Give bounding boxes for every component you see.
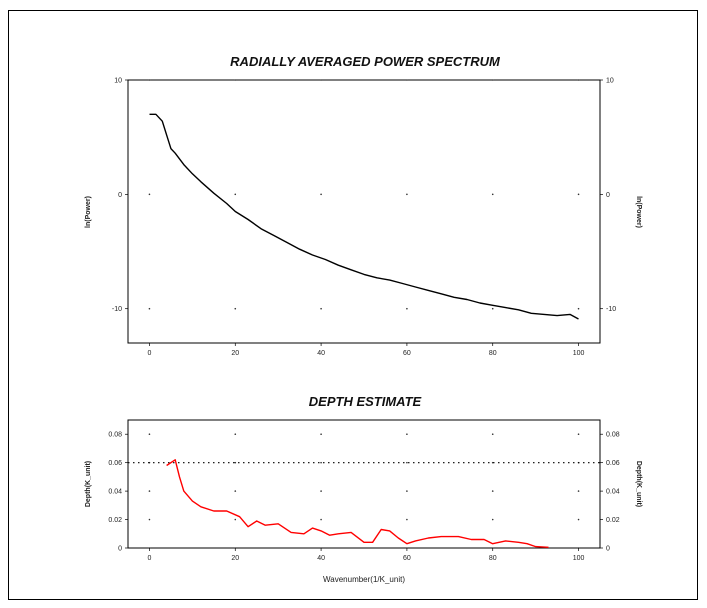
power-spectrum-grid-dot <box>320 193 322 196</box>
power-spectrum-grid-dot <box>320 307 322 310</box>
depth-estimate-grid-dot <box>320 433 322 436</box>
depth-estimate-grid-dot <box>320 490 322 492</box>
depth-estimate-grid-dot <box>577 433 580 436</box>
depth-estimate-grid-dot <box>148 433 151 436</box>
power-spectrum-xtick-label: 60 <box>403 350 411 357</box>
depth-estimate-ytick-label-right: 0.06 <box>606 460 620 467</box>
depth-estimate-xtick-label: 20 <box>231 555 239 562</box>
power-spectrum-grid-dot <box>406 193 408 196</box>
depth-estimate-ytick-label: 0.04 <box>108 489 122 496</box>
depth-estimate-grid-dot <box>234 433 237 436</box>
power-spectrum-series-line <box>149 113 579 320</box>
power-spectrum-grid-dot <box>491 193 494 196</box>
depth-estimate-grid-dot <box>234 518 237 521</box>
power-spectrum-plot-area <box>127 79 601 344</box>
depth-estimate-xtick-label: 40 <box>317 555 325 562</box>
depth-estimate-grid-dot <box>491 518 494 521</box>
depth-estimate-xlabel: Wavenumber(1/K_unit) <box>323 575 405 584</box>
depth-estimate-ytick-label: 0.06 <box>108 460 122 467</box>
depth-estimate-ytick-label: 0.02 <box>108 517 122 524</box>
depth-estimate-grid-dot <box>320 461 322 464</box>
depth-estimate-grid-dot <box>406 490 408 492</box>
power-spectrum-grid-dot <box>577 79 580 81</box>
depth-estimate-grid-dot <box>148 490 151 492</box>
depth-estimate-plot-area <box>127 419 601 549</box>
power-spectrum-xtick-label: 0 <box>148 350 152 357</box>
depth-estimate-grid-dot <box>148 518 151 521</box>
power-spectrum-ytick-label-right: 0 <box>606 192 610 199</box>
power-spectrum-ylabel: ln(Power) <box>85 196 92 228</box>
depth-estimate-xtick-label: 100 <box>573 555 585 562</box>
power-spectrum-ytick-label-right: 10 <box>606 78 614 85</box>
power-spectrum-ytick-label: 10 <box>114 78 122 85</box>
depth-estimate-ytick-label: 0 <box>118 546 122 553</box>
depth-estimate-grid <box>148 433 580 549</box>
power-spectrum-panel: RADIALLY AVERAGED POWER SPECTRUM 0 20 40 60… <box>85 54 642 357</box>
depth-estimate-grid-dot <box>577 518 580 521</box>
depth-estimate-ytick-label-right: 0.08 <box>606 432 620 439</box>
depth-estimate-series <box>166 459 549 548</box>
power-spectrum-xtick-label: 20 <box>231 350 239 357</box>
power-spectrum-grid-dot <box>491 79 494 81</box>
depth-estimate-ylabel: Depth(K_unit) <box>85 461 92 507</box>
power-spectrum-ytick-label-right: -10 <box>606 306 616 313</box>
depth-estimate-grid-dot <box>491 490 494 492</box>
power-spectrum-series <box>149 113 579 320</box>
power-spectrum-grid-dot <box>234 307 237 310</box>
depth-estimate-ticks: 0 20 40 60 80 100 0.08 0.08 0.06 0.06 0.04 0.04 0.02… <box>108 432 619 562</box>
depth-estimate-grid-dot <box>234 490 237 492</box>
power-spectrum-ylabel-right: ln(Power) <box>635 196 642 228</box>
power-spectrum-grid-dot <box>148 79 151 81</box>
power-spectrum-xtick-label: 40 <box>317 350 325 357</box>
power-spectrum-grid-dot <box>148 307 151 310</box>
power-spectrum-grid-dot <box>320 79 322 81</box>
power-spectrum-xtick-label: 100 <box>573 350 585 357</box>
depth-estimate-ytick-label-right: 0.04 <box>606 489 620 496</box>
power-spectrum-grid-dot <box>406 79 408 81</box>
depth-estimate-xtick-label: 80 <box>489 555 497 562</box>
depth-estimate-grid-dot <box>577 490 580 492</box>
power-spectrum-ytick-label: 0 <box>118 192 122 199</box>
depth-estimate-xtick-label: 0 <box>148 555 152 562</box>
power-spectrum-grid-dot <box>234 193 237 196</box>
power-spectrum-xtick-label: 80 <box>489 350 497 357</box>
power-spectrum-title: RADIALLY AVERAGED POWER SPECTRUM <box>230 54 501 69</box>
depth-estimate-grid-dot <box>491 433 494 436</box>
power-spectrum-grid <box>148 79 580 310</box>
depth-estimate-title: DEPTH ESTIMATE <box>309 394 422 409</box>
power-spectrum-grid-dot <box>148 193 151 196</box>
power-spectrum-grid-dot <box>234 79 237 81</box>
power-spectrum-ytick-label: -10 <box>112 306 122 313</box>
depth-estimate-grid-dot <box>406 461 408 464</box>
depth-estimate-grid-dot <box>406 518 408 521</box>
power-spectrum-grid-dot <box>577 193 580 196</box>
chart-frame <box>8 10 698 600</box>
depth-estimate-ytick-label-right: 0.02 <box>606 517 620 524</box>
power-spectrum-grid-dot <box>406 307 408 310</box>
depth-estimate-grid-dot <box>320 518 322 521</box>
depth-estimate-ylabel-right: Depth(K_unit) <box>635 461 642 507</box>
depth-estimate-grid-dot <box>406 433 408 436</box>
depth-estimate-xtick-label: 60 <box>403 555 411 562</box>
depth-estimate-grid-dot <box>234 461 237 464</box>
depth-estimate-ytick-label-right: 0 <box>606 546 610 553</box>
depth-estimate-series-line <box>166 459 549 548</box>
depth-estimate-ytick-label: 0.08 <box>108 432 122 439</box>
power-spectrum-grid-dot <box>491 307 494 310</box>
power-spectrum-grid-dot <box>577 307 580 310</box>
